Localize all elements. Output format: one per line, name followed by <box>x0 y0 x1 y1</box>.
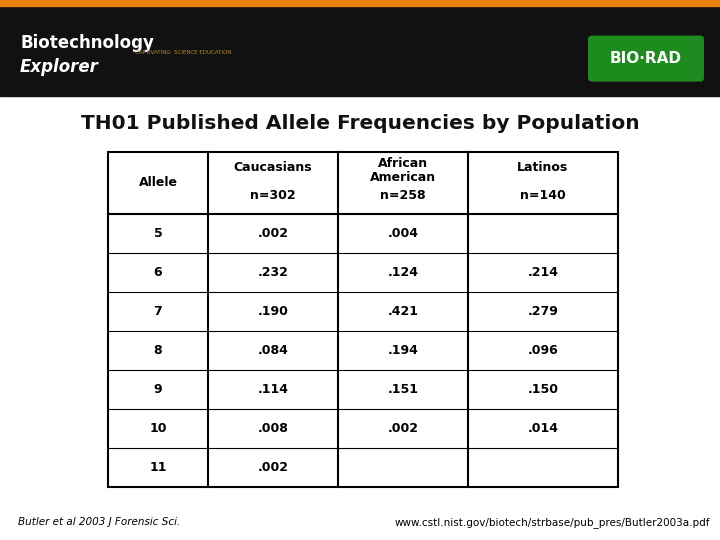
Text: .214: .214 <box>528 266 559 279</box>
Text: Caucasians: Caucasians <box>234 161 312 174</box>
Text: BIO·RAD: BIO·RAD <box>610 51 682 66</box>
Text: Biotechnology: Biotechnology <box>20 35 154 52</box>
Text: .232: .232 <box>258 266 289 279</box>
Text: .014: .014 <box>528 422 559 435</box>
Text: 7: 7 <box>153 305 163 318</box>
Text: .084: .084 <box>258 344 289 357</box>
Text: .004: .004 <box>387 227 418 240</box>
Text: .279: .279 <box>528 305 559 318</box>
Text: American: American <box>370 171 436 184</box>
Text: .002: .002 <box>258 227 289 240</box>
Text: .096: .096 <box>528 344 559 357</box>
Text: 6: 6 <box>153 266 162 279</box>
Text: n=140: n=140 <box>520 189 566 202</box>
Text: .194: .194 <box>387 344 418 357</box>
Bar <box>0 0 720 6</box>
Text: n=302: n=302 <box>250 189 296 202</box>
Text: www.cstl.nist.gov/biotech/strbase/pub_pres/Butler2003a.pdf: www.cstl.nist.gov/biotech/strbase/pub_pr… <box>395 517 710 528</box>
Text: .124: .124 <box>387 266 418 279</box>
Bar <box>108 152 618 487</box>
Text: CAPTIVATING  SCIENCE EDUCATION: CAPTIVATING SCIENCE EDUCATION <box>135 50 231 56</box>
Text: n=258: n=258 <box>380 189 426 202</box>
Text: .151: .151 <box>387 383 418 396</box>
Text: Explorer: Explorer <box>20 58 99 77</box>
Text: 10: 10 <box>149 422 167 435</box>
Text: .114: .114 <box>258 383 289 396</box>
Text: Butler et al 2003 J Forensic Sci.: Butler et al 2003 J Forensic Sci. <box>18 517 180 528</box>
Text: .002: .002 <box>387 422 418 435</box>
Text: 5: 5 <box>153 227 163 240</box>
FancyBboxPatch shape <box>588 36 704 82</box>
Text: 11: 11 <box>149 461 167 474</box>
Text: TH01 Published Allele Frequencies by Population: TH01 Published Allele Frequencies by Pop… <box>81 113 639 133</box>
Text: 8: 8 <box>153 344 162 357</box>
Text: Allele: Allele <box>138 176 178 189</box>
Text: Latinos: Latinos <box>518 161 569 174</box>
Bar <box>0 6 720 96</box>
Text: .002: .002 <box>258 461 289 474</box>
Text: .008: .008 <box>258 422 289 435</box>
Text: .150: .150 <box>528 383 559 396</box>
Text: .421: .421 <box>387 305 418 318</box>
Text: 9: 9 <box>153 383 162 396</box>
Text: African: African <box>378 157 428 170</box>
Text: .190: .190 <box>258 305 289 318</box>
